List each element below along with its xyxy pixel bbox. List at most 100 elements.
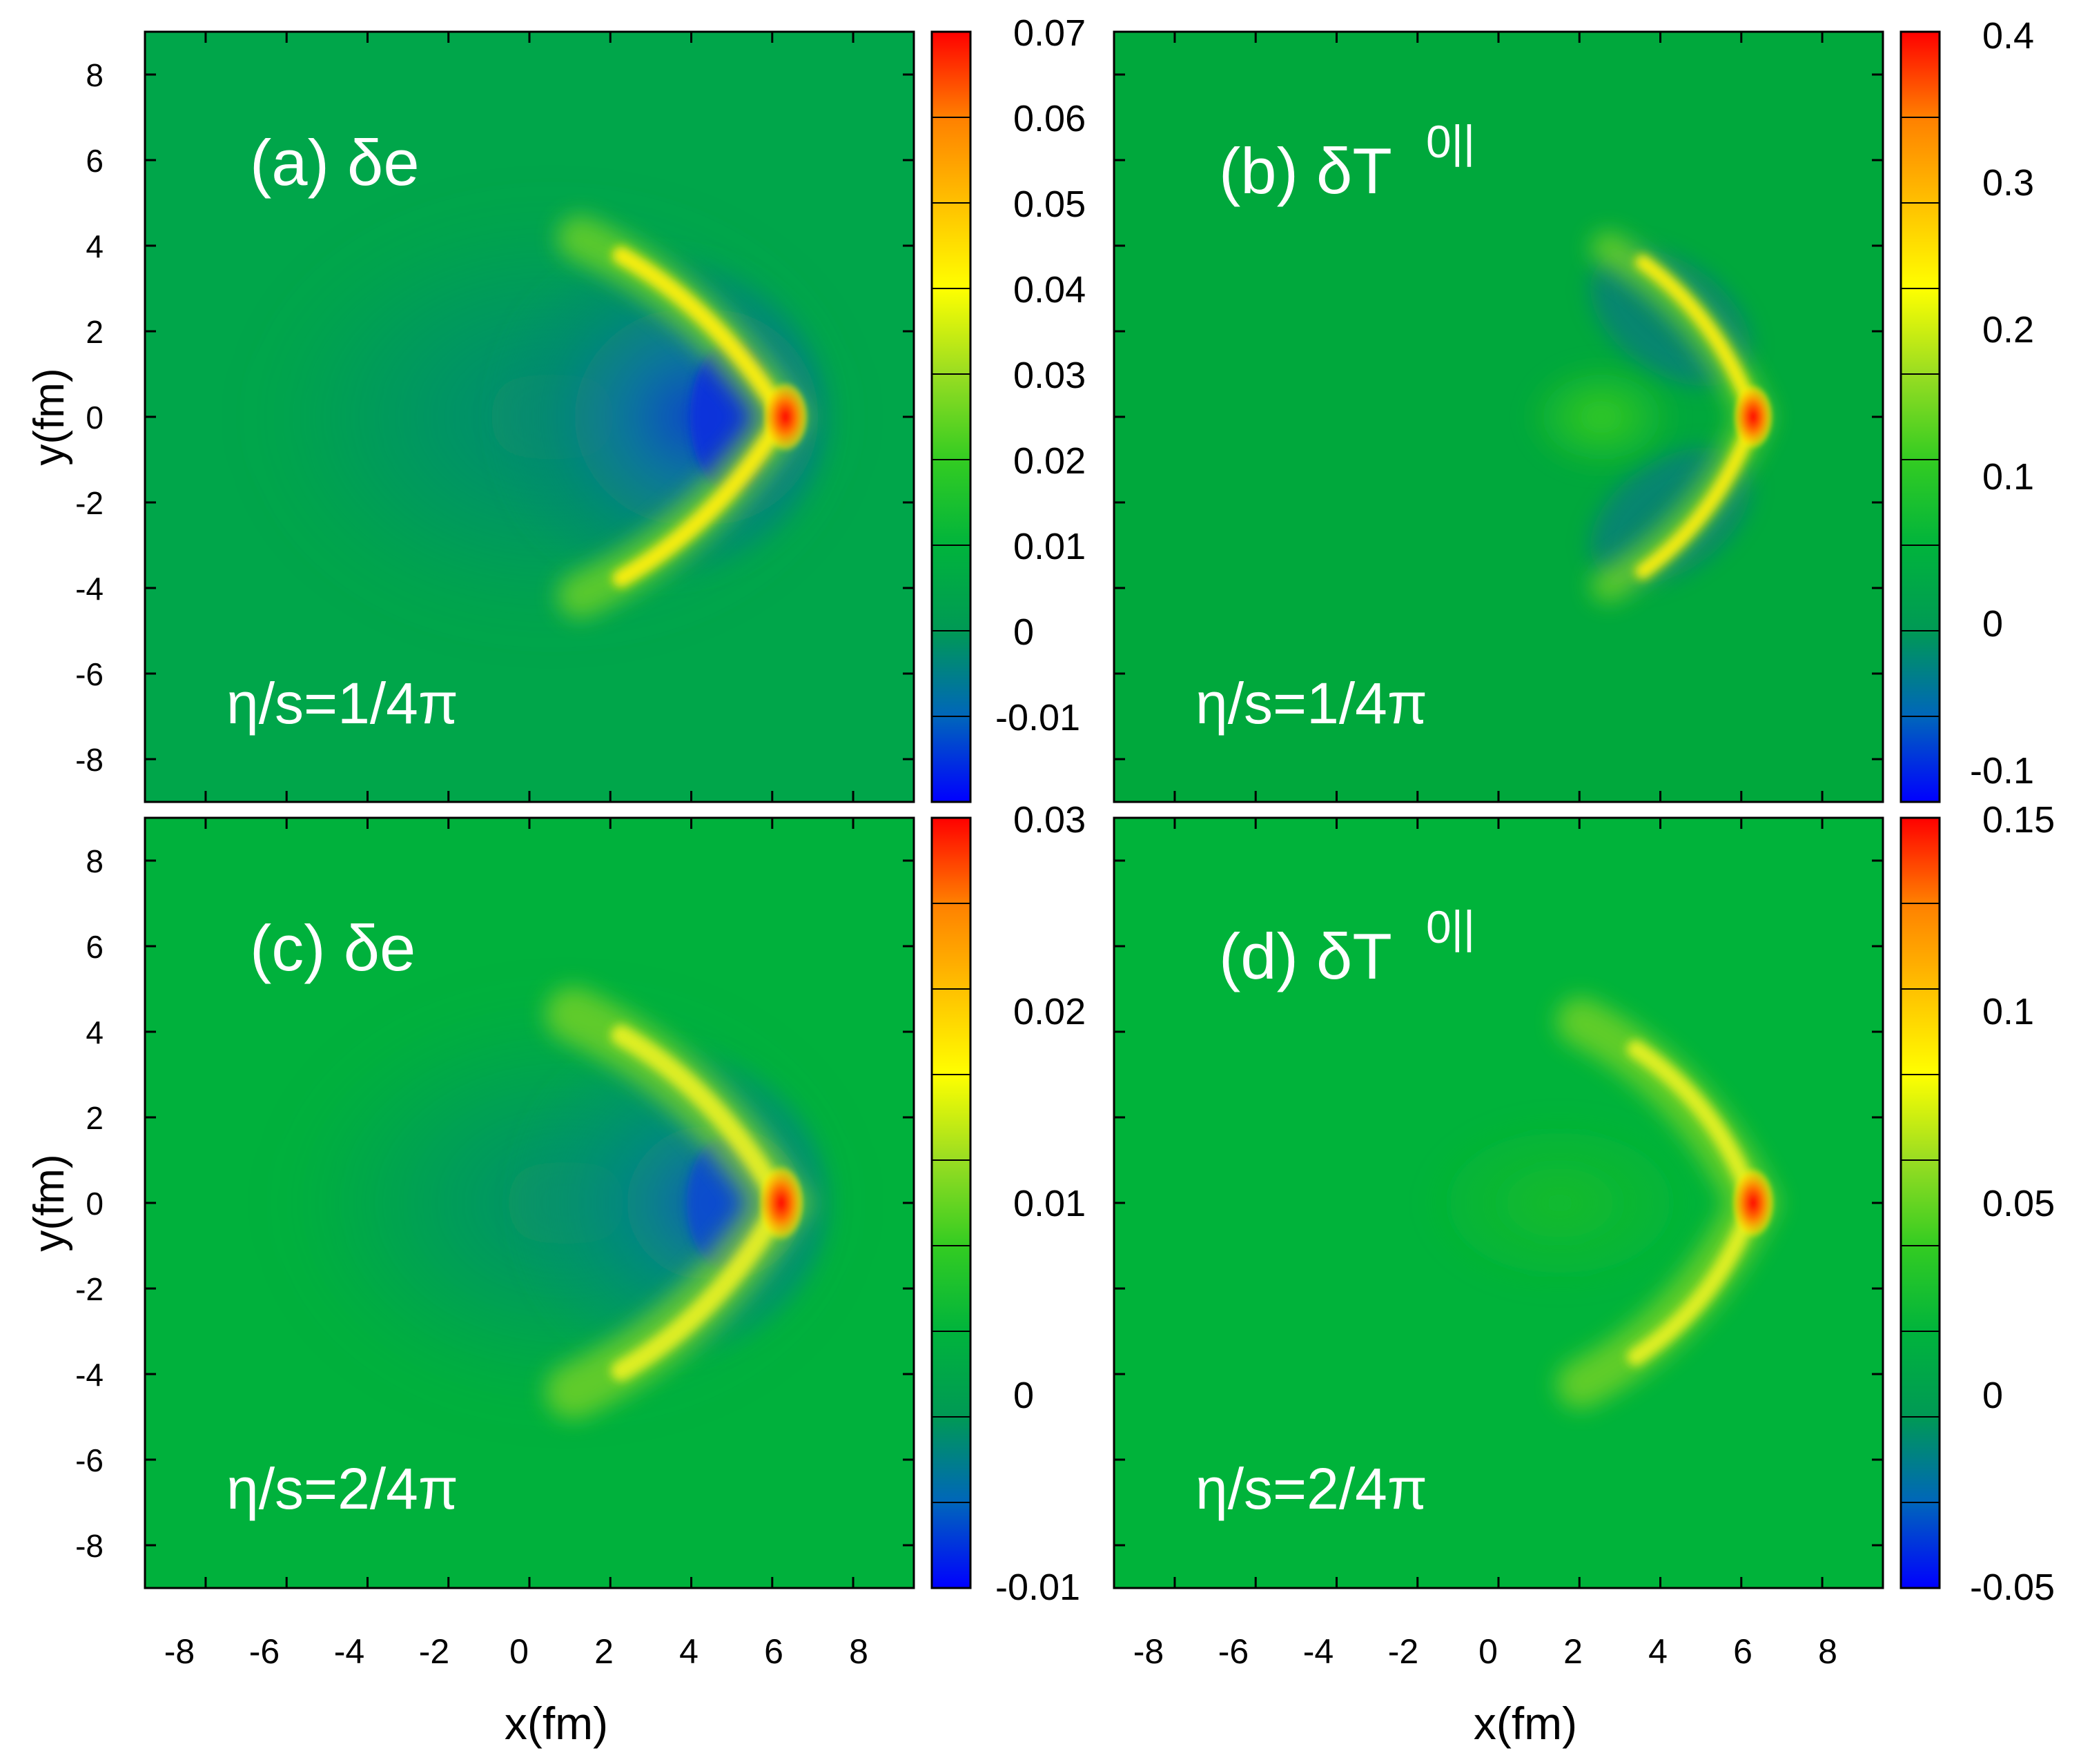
colorbar-tick-labels: 0.03 0.02 0.01 0 -0.01 [995, 799, 1086, 1608]
inner-glow [1422, 1113, 1698, 1293]
y-tick-label: -4 [75, 1357, 104, 1393]
tick-marks [145, 32, 914, 802]
colorbar-tick-marks [932, 117, 970, 717]
x-tick-label: 8 [849, 1632, 868, 1671]
colorbar [930, 816, 972, 1589]
colorbar-tick-label: 0.1 [1982, 991, 2034, 1032]
shock-peak [762, 381, 809, 453]
colorbar-tick-label: 0.02 [1013, 991, 1086, 1032]
colorbar-tick-label: -0.05 [1970, 1567, 2055, 1608]
colorbar-tick-label: 0.3 [1982, 162, 2034, 204]
x-tick-label: 2 [594, 1632, 614, 1671]
heatmap-field [262, 210, 842, 624]
x-tick-label: 8 [1818, 1632, 1837, 1671]
panel-c: 8 6 4 2 0 -2 -4 -6 -8 -8 -6 -4 -2 0 2 4 … [75, 799, 1086, 1671]
x-tick-label: 4 [1648, 1632, 1668, 1671]
colorbar-tick-labels: 0.15 0.1 0.05 0 -0.05 [1970, 799, 2055, 1608]
panel-label-main: (d) δT [1219, 920, 1392, 992]
y-tick-label: 8 [86, 843, 104, 879]
colorbar-tick-label: 0.05 [1013, 184, 1086, 225]
y-tick-label: -6 [75, 1442, 104, 1478]
x-tick-label: -6 [249, 1632, 280, 1671]
panel-label: (d) δT 0|| [1219, 901, 1475, 992]
panel-label-superscript: 0|| [1426, 116, 1475, 167]
y-tick-label: 8 [86, 57, 104, 93]
colorbar-tick-label: -0.01 [995, 697, 1080, 738]
viscosity-label: η/s=1/4π [1195, 671, 1427, 736]
y-tick-label: -4 [75, 571, 104, 607]
colorbar-tick-label: 0 [1982, 1375, 2003, 1416]
x-tick-label: -2 [419, 1632, 449, 1671]
heatmap-field [290, 987, 842, 1419]
colorbar-tick-label: 0.01 [1013, 1183, 1086, 1224]
colorbar-tick-label: -0.1 [1970, 750, 2034, 792]
x-tick-label: 6 [1733, 1632, 1752, 1671]
y-tick-label: 0 [86, 400, 104, 435]
colorbar-tick-label: 0.1 [1982, 456, 2034, 498]
y-tick-label: 2 [86, 314, 104, 350]
colorbar-tick-marks [1901, 903, 1940, 1503]
colorbar-tick-marks [1901, 117, 1940, 717]
panel-label-main: (b) δT [1219, 135, 1392, 207]
colorbar [1899, 816, 1941, 1589]
viscosity-label: η/s=2/4π [1195, 1456, 1427, 1521]
x-tick-labels: -8 -6 -4 -2 0 2 4 6 8 [164, 1632, 868, 1671]
colorbar-tick-label: 0.07 [1013, 12, 1086, 54]
x-tick-label: 0 [509, 1632, 529, 1671]
x-tick-label: -6 [1218, 1632, 1249, 1671]
y-tick-label: 6 [86, 929, 104, 965]
y-axis-title-top: y(fm) [26, 368, 73, 465]
y-axis-title-bottom: y(fm) [26, 1154, 73, 1251]
viscosity-label: η/s=2/4π [226, 1456, 458, 1521]
heatmap-field [1525, 231, 1774, 602]
colorbar [1899, 30, 1941, 803]
y-tick-label: -2 [75, 1271, 104, 1307]
x-tick-label: 2 [1563, 1632, 1583, 1671]
panel-label-superscript: 0|| [1426, 901, 1475, 952]
y-tick-label: -2 [75, 485, 104, 521]
panel-b: (b) δT 0|| η/s=1/4π 0.4 0.3 0.2 0.1 0 -0… [1113, 15, 2034, 803]
colorbar-tick-label: 0 [1013, 1375, 1034, 1416]
y-tick-label: 4 [86, 228, 104, 264]
x-tick-labels: -8 -6 -4 -2 0 2 4 6 8 [1133, 1632, 1837, 1671]
x-tick-label: 4 [679, 1632, 699, 1671]
panel-label: (b) δT 0|| [1219, 116, 1475, 207]
heatmap-field [1422, 997, 1781, 1409]
colorbar-tick-label: 0.02 [1013, 440, 1086, 482]
colorbar-tick-label: 0.4 [1982, 15, 2034, 57]
colorbar-tick-label: 0.15 [1982, 799, 2055, 841]
colorbar-tick-label: -0.01 [995, 1567, 1080, 1608]
x-tick-label: -2 [1388, 1632, 1418, 1671]
y-tick-label: 0 [86, 1186, 104, 1222]
shock-peak [1731, 1167, 1775, 1239]
panel-d: -8 -6 -4 -2 0 2 4 6 8 (d) δT 0|| η/s=2/4… [1113, 799, 2055, 1671]
colorbar-tick-label: 0.2 [1982, 309, 2034, 351]
colorbar [930, 30, 972, 803]
x-axis-title-right: x(fm) [1474, 1698, 1577, 1749]
colorbar-tick-label: 0.05 [1982, 1183, 2055, 1224]
x-axis-title-left: x(fm) [505, 1698, 608, 1749]
y-tick-label: -8 [75, 742, 104, 778]
colorbar-tick-label: 0.03 [1013, 799, 1086, 841]
colorbar-tick-labels: 0.4 0.3 0.2 0.1 0 -0.1 [1970, 15, 2034, 792]
x-tick-label: -4 [1303, 1632, 1334, 1671]
tick-marks [145, 818, 914, 1588]
tick-marks [1114, 818, 1883, 1588]
colorbar-tick-label: 0.04 [1013, 269, 1086, 311]
x-tick-label: -8 [1133, 1632, 1164, 1671]
y-tick-label: 4 [86, 1015, 104, 1050]
x-tick-label: 0 [1478, 1632, 1498, 1671]
tick-marks [1114, 32, 1883, 802]
colorbar-tick-marks [932, 903, 970, 1503]
panel-label: (c) δe [250, 912, 416, 984]
colorbar-tick-label: 0 [1013, 611, 1034, 653]
y-tick-label: -6 [75, 656, 104, 692]
x-tick-label: -4 [334, 1632, 364, 1671]
y-tick-label: 2 [86, 1100, 104, 1136]
shock-peak [758, 1164, 805, 1242]
shock-peak [1732, 384, 1774, 450]
y-tick-label: -8 [75, 1528, 104, 1564]
colorbar-tick-label: 0.01 [1013, 526, 1086, 567]
y-tick-labels: 8 6 4 2 0 -2 -4 -6 -8 [75, 843, 104, 1564]
